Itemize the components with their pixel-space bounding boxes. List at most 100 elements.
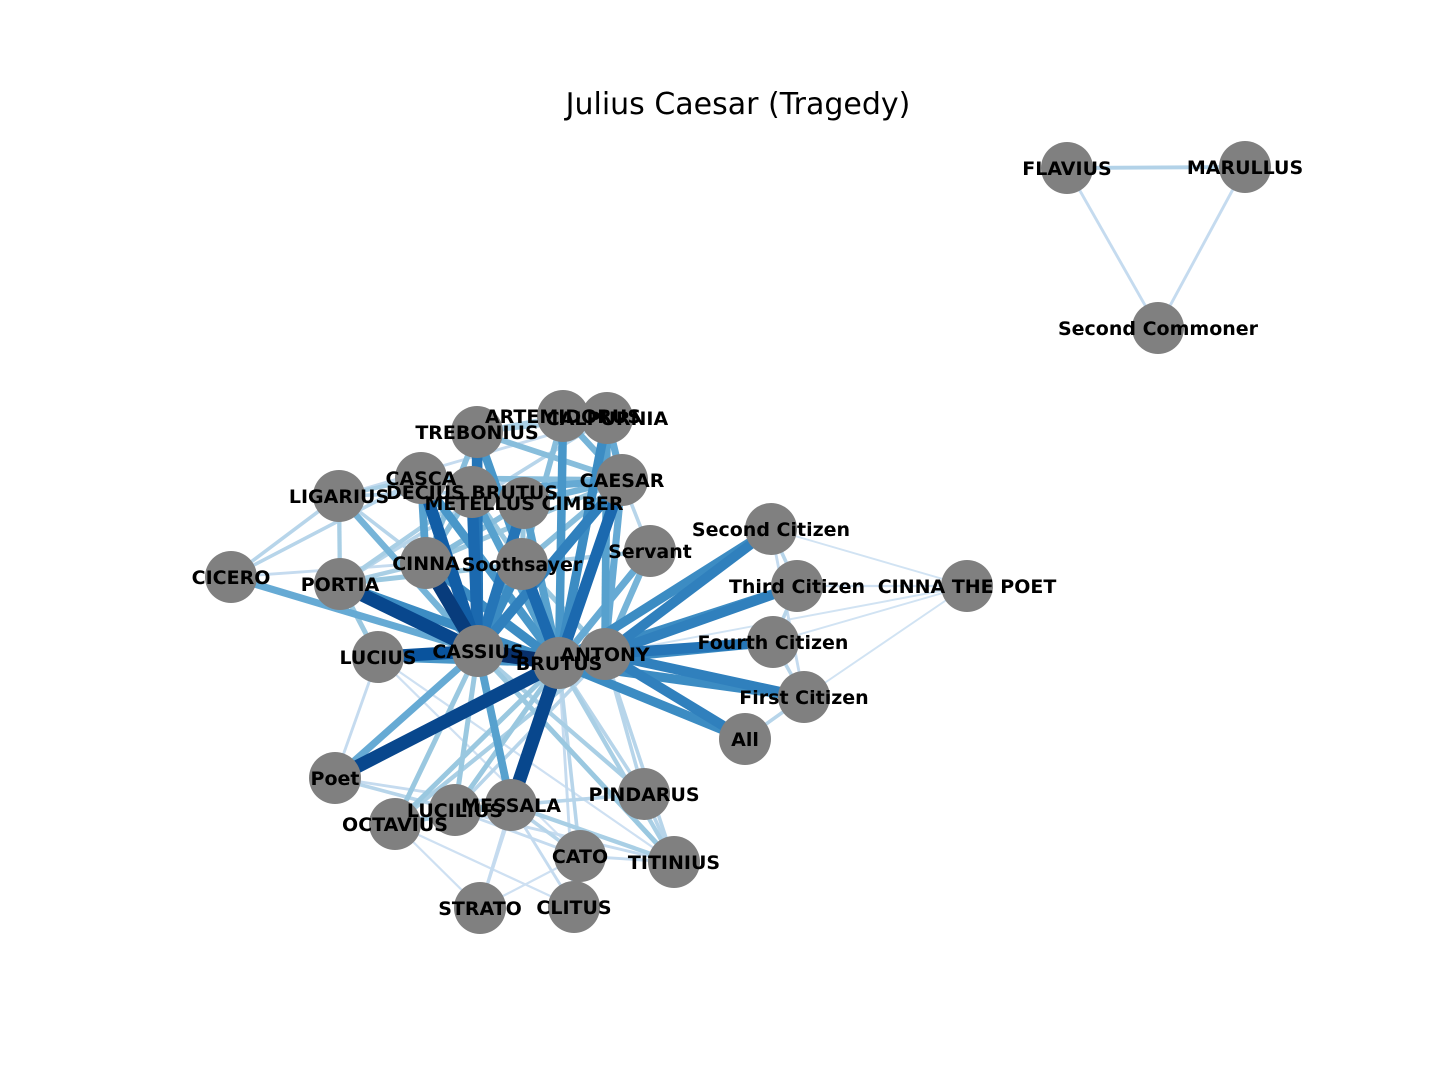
node-label-poet: Poet: [311, 768, 360, 790]
node-label-octavius: OCTAVIUS: [342, 814, 448, 836]
node-label-lucilius: LUCILIUS: [407, 800, 503, 822]
edge-brutus-calpurnia: [554, 417, 612, 664]
node-label-fourth-citizen: Fourth Citizen: [698, 632, 849, 654]
edge-cassius-cicero: [229, 573, 480, 655]
node-cato: [554, 830, 606, 882]
node-label-servant: Servant: [608, 541, 692, 563]
edge-brutus-cato: [557, 662, 582, 857]
edge-flavius-marullus: [1066, 165, 1246, 170]
node-pindarus: [618, 768, 670, 820]
node-label-second-citizen: Second Citizen: [692, 519, 850, 541]
edge-brutus-caesar: [553, 478, 628, 665]
node-second-commoner: [1132, 302, 1184, 354]
node-label-ligarius: LIGARIUS: [289, 486, 389, 508]
node-label-portia: PORTIA: [301, 574, 380, 596]
node-lucilius: [429, 784, 481, 836]
node-label-third-citizen: Third Citizen: [729, 576, 865, 598]
edge-brutus-octavius: [393, 661, 561, 826]
node-label-casca: CASCA: [386, 468, 457, 490]
node-metellus-cimber: [498, 477, 550, 529]
node-label-cicero: CICERO: [192, 567, 271, 589]
node-label-antony: ANTONY: [560, 644, 650, 666]
edge-poet-messala: [334, 776, 512, 807]
nodes-layer: [205, 141, 1271, 934]
node-cicero: [205, 551, 257, 603]
edge-antony-second-citizen: [602, 525, 774, 658]
edge-brutus-titinius: [557, 661, 676, 864]
node-flavius: [1041, 142, 1093, 194]
node-label-metellus-cimber: METELLUS CIMBER: [424, 493, 623, 515]
edge-cassius-poet: [332, 648, 481, 781]
edge-flavius-second-commoner: [1065, 167, 1160, 329]
edge-cassius-caesar: [474, 476, 626, 655]
node-fourth-citizen: [747, 616, 799, 668]
node-label-strato: STRATO: [438, 898, 522, 920]
node-label-artemidorus: ARTEMIDORUS: [485, 406, 641, 428]
node-label-first-citizen: First Citizen: [739, 687, 868, 709]
edge-antony-all: [602, 649, 748, 744]
node-first-citizen: [778, 671, 830, 723]
node-servant: [624, 525, 676, 577]
edge-first-citizen-cinna-the-poet: [803, 585, 968, 698]
node-clitus: [548, 881, 600, 933]
node-soothsayer: [496, 538, 548, 590]
node-decius-brutus: [446, 466, 498, 518]
node-label-soothsayer: Soothsayer: [462, 554, 583, 576]
node-label-cato: CATO: [552, 846, 608, 868]
node-octavius: [369, 798, 421, 850]
node-label-lucius: LUCIUS: [340, 647, 417, 669]
node-label-cinna-the-poet: CINNA THE POET: [878, 576, 1057, 598]
node-strato: [454, 882, 506, 934]
node-artemidorus: [537, 390, 589, 442]
edge-cassius-lucilius: [452, 650, 481, 811]
edge-cassius-octavius: [392, 649, 481, 826]
node-label-all: All: [731, 729, 759, 751]
edge-antony-first-citizen: [603, 649, 806, 702]
node-cinna: [400, 537, 452, 589]
node-marullus: [1219, 141, 1271, 193]
node-titinius: [648, 836, 700, 888]
edge-brutus-all: [557, 658, 747, 744]
edge-brutus-artemidorus: [554, 415, 568, 664]
edge-octavius-clitus: [394, 823, 575, 908]
node-poet: [309, 752, 361, 804]
node-label-clitus: CLITUS: [536, 897, 611, 919]
node-antony: [579, 628, 631, 680]
labels-layer: FLAVIUS MARULLUS Second Commoner ARTEMIDORU…: [192, 157, 1304, 920]
node-label-marullus: MARULLUS: [1187, 157, 1303, 179]
node-label-brutus: BRUTUS: [516, 653, 603, 675]
node-label-pindarus: PINDARUS: [588, 784, 699, 806]
node-label-caesar: CAESAR: [580, 470, 665, 492]
node-caesar: [596, 454, 648, 506]
node-ligarius: [313, 470, 365, 522]
edge-second-citizen-cinna-the-poet: [770, 528, 968, 587]
node-cassius: [452, 625, 504, 677]
node-casca: [395, 452, 447, 504]
node-label-titinius: TITINIUS: [628, 852, 720, 874]
edge-marullus-second-commoner: [1156, 166, 1247, 329]
node-label-flavius: FLAVIUS: [1022, 158, 1111, 180]
node-brutus: [533, 637, 585, 689]
node-second-citizen: [745, 503, 797, 555]
node-lucius: [352, 631, 404, 683]
edge-brutus-lucilius: [452, 661, 562, 812]
node-trebonius: [451, 406, 503, 458]
node-label-second-commoner: Second Commoner: [1058, 318, 1259, 340]
node-third-citizen: [771, 560, 823, 612]
node-label-calpurnia: CALPURNIA: [546, 408, 669, 430]
edge-second-citizen-first-citizen: [769, 528, 806, 698]
node-label-cinna: CINNA: [392, 553, 460, 575]
node-label-decius-brutus: DECIUS BRUTUS: [386, 482, 558, 504]
edge-cassius-pindarus: [476, 649, 646, 796]
node-all: [719, 713, 771, 765]
node-cinna-the-poet: [941, 560, 993, 612]
edge-antony-fourth-citizen: [604, 636, 774, 660]
edge-brutus-poet: [331, 657, 563, 784]
node-messala: [485, 779, 537, 831]
edge-antony-third-citizen: [603, 581, 799, 659]
edge-fourth-citizen-cinna-the-poet: [772, 585, 968, 643]
edge-cassius-decius-brutus: [466, 491, 484, 652]
node-calpurnia: [581, 392, 633, 444]
node-label-messala: MESSALA: [461, 795, 561, 817]
